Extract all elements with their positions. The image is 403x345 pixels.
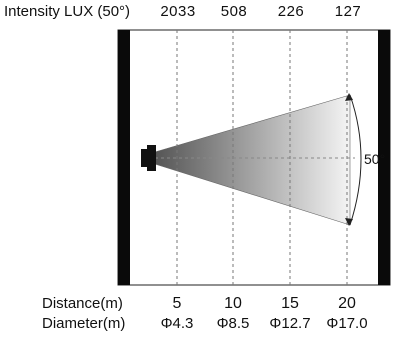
fixture-icon	[141, 145, 156, 171]
distance-row-label: Distance(m)	[42, 295, 123, 312]
angle-arc	[349, 94, 362, 226]
diameter-15: Φ12.7	[269, 315, 311, 332]
beam-angle-label: 50°	[364, 151, 386, 167]
arc-arrow-top	[345, 93, 353, 101]
diameter-10: Φ8.5	[216, 315, 250, 332]
distance-5: 5	[172, 295, 182, 312]
diameter-20: Φ17.0	[326, 315, 368, 332]
light-beam	[154, 94, 351, 226]
lux-value-10m: 508	[220, 3, 248, 20]
arc-arrow-bottom	[345, 218, 353, 226]
lux-value-15m: 226	[277, 3, 305, 20]
distance-20: 20	[338, 295, 356, 312]
lux-value-5m: 2033	[160, 3, 196, 20]
right-wall	[378, 30, 390, 285]
distance-15: 15	[281, 295, 299, 312]
distance-10: 10	[224, 295, 242, 312]
diameter-row-label: Diameter(m)	[42, 315, 126, 332]
chart-title: Intensity LUX (50°)	[4, 3, 131, 20]
lux-value-20m: 127	[334, 3, 362, 20]
left-wall	[118, 30, 130, 285]
diameter-5: Φ4.3	[160, 315, 194, 332]
